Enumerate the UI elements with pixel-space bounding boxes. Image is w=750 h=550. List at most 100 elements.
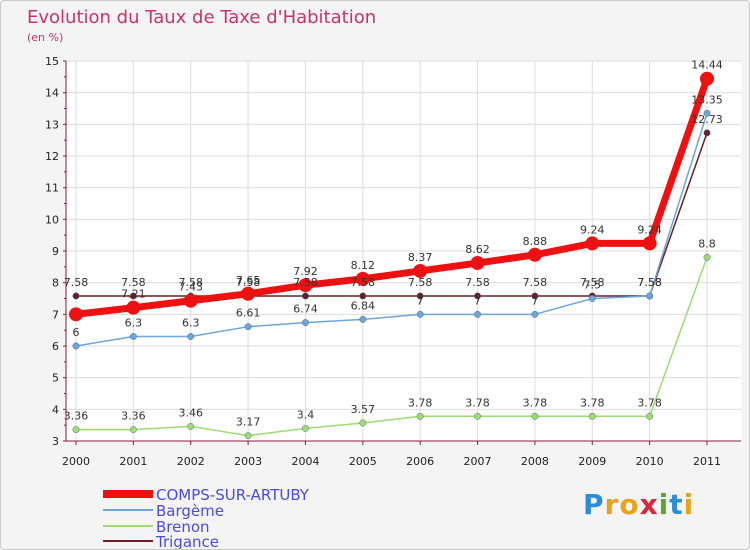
data-label: 6.3 <box>125 317 143 330</box>
logo-letter: P <box>583 488 605 521</box>
chart-title: Evolution du Taux de Taxe d'Habitation <box>27 7 377 28</box>
data-label: 6.61 <box>236 307 261 320</box>
data-label: 7.58 <box>64 276 89 289</box>
data-point <box>355 271 370 286</box>
data-point <box>72 342 80 350</box>
logo-letter: i <box>683 488 695 521</box>
y-tick-label: 12 <box>45 150 59 163</box>
y-tick-label: 9 <box>52 245 59 258</box>
data-point <box>244 432 252 440</box>
data-label: 9.24 <box>580 223 605 236</box>
data-point <box>359 419 367 427</box>
data-point <box>187 333 195 340</box>
y-tick-label: 7 <box>52 308 59 321</box>
data-point <box>244 323 252 331</box>
chart-subtitle: (en %) <box>27 31 64 44</box>
data-label: 7.43 <box>178 281 203 294</box>
data-point <box>72 426 80 434</box>
data-label: 3.78 <box>580 396 605 409</box>
x-tick-label: 2003 <box>234 455 262 468</box>
data-point <box>416 310 424 318</box>
data-label: 8.88 <box>523 235 548 248</box>
data-point <box>585 236 600 251</box>
data-label: 3.46 <box>178 406 203 419</box>
x-tick-label: 2002 <box>177 455 205 468</box>
logo-letter: t <box>669 488 684 521</box>
data-point <box>474 292 481 300</box>
data-label: 14.44 <box>691 59 723 72</box>
data-label: 7 <box>531 294 538 307</box>
data-label: 9.24 <box>637 223 662 236</box>
data-point <box>126 300 141 315</box>
data-label: 8.12 <box>351 259 376 272</box>
x-tick-label: 2009 <box>578 455 606 468</box>
y-tick-label: 5 <box>52 372 59 385</box>
y-tick-label: 4 <box>52 403 59 416</box>
data-point <box>183 293 198 308</box>
data-label: 3.78 <box>637 396 662 409</box>
x-tick-label: 2004 <box>291 455 319 468</box>
data-label: 7.58 <box>178 276 203 289</box>
x-tick-label: 2007 <box>464 455 492 468</box>
y-tick-label: 10 <box>45 213 59 226</box>
data-label: 8.37 <box>408 251 433 264</box>
data-label: 7.58 <box>523 276 548 289</box>
data-label: 7.58 <box>580 276 605 289</box>
data-label: 6 <box>73 326 80 339</box>
data-point <box>129 426 137 434</box>
data-point <box>527 247 542 262</box>
data-label: 3.78 <box>523 396 548 409</box>
x-tick-label: 2010 <box>636 455 664 468</box>
series-line-barg-me <box>75 113 708 347</box>
data-point <box>531 292 539 300</box>
data-point <box>470 256 485 271</box>
y-tick-label: 15 <box>45 55 59 68</box>
y-tick-label: 8 <box>52 277 59 290</box>
data-point <box>474 310 481 318</box>
data-label: 7 <box>417 294 424 307</box>
data-label: 13.35 <box>691 93 723 106</box>
x-tick-label: 2000 <box>62 455 90 468</box>
data-point <box>241 286 256 301</box>
data-label: 8.8 <box>698 237 716 250</box>
data-point <box>531 412 539 420</box>
data-point <box>302 292 309 300</box>
data-label: 7.58 <box>121 276 146 289</box>
data-point <box>588 295 596 302</box>
data-label: 8.62 <box>465 243 490 256</box>
data-point <box>187 422 195 430</box>
data-point <box>703 109 711 117</box>
x-tick-label: 2006 <box>406 455 434 468</box>
data-point <box>129 292 137 300</box>
data-point <box>703 129 711 137</box>
data-point <box>359 315 367 323</box>
data-label: 7.58 <box>408 276 433 289</box>
data-point <box>129 333 137 340</box>
x-tick-label: 2008 <box>521 455 549 468</box>
data-point <box>416 412 424 420</box>
data-label: 3.36 <box>121 410 146 423</box>
data-point <box>474 412 481 420</box>
data-point <box>359 292 367 300</box>
data-point <box>588 412 596 420</box>
logo-letter: o <box>619 488 640 521</box>
data-point <box>416 292 424 300</box>
legend-label: COMPS-SUR-ARTUBY <box>156 486 310 504</box>
y-tick-label: 14 <box>45 87 59 100</box>
data-point <box>531 310 539 318</box>
proxiti-logo: Proxiti <box>583 488 694 521</box>
data-label: 7.92 <box>293 265 318 278</box>
data-label: 3.78 <box>408 396 433 409</box>
data-label: 6.74 <box>293 303 318 316</box>
logo-letter: r <box>604 488 620 521</box>
data-label: 3.17 <box>236 416 261 429</box>
data-point <box>700 71 714 86</box>
series-line-comps-sur-artuby <box>75 77 711 318</box>
data-label: 7.58 <box>465 276 490 289</box>
series-line-trigance <box>76 132 708 297</box>
data-label: 7.58 <box>236 276 261 289</box>
data-label: 7.65 <box>236 274 261 287</box>
data-point <box>703 253 711 261</box>
